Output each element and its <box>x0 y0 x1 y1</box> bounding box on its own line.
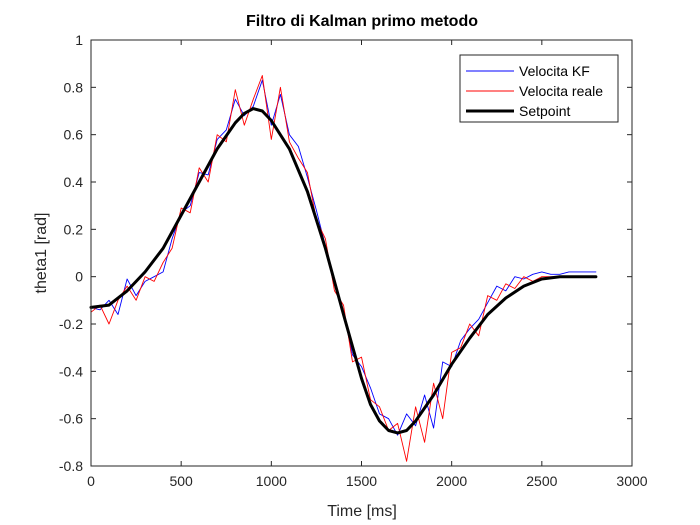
y-tick-label: 0.2 <box>64 221 84 237</box>
series-line-3 <box>89 107 598 435</box>
x-tick-label: 1000 <box>256 473 287 489</box>
y-tick-label: -0.4 <box>59 363 83 379</box>
y-tick-label: 0 <box>75 269 83 285</box>
y-tick-label: -0.8 <box>59 458 83 474</box>
legend-label: Setpoint <box>519 103 570 119</box>
series-line-2 <box>90 75 597 462</box>
x-axis: 0 500 1000 1500 2000 2500 3000 <box>87 40 648 489</box>
chart-title: Filtro di Kalman primo metodo <box>246 13 478 30</box>
x-axis-label: Time [ms] <box>327 503 397 520</box>
y-tick-label: 0.6 <box>64 127 84 143</box>
x-tick-label: 3000 <box>616 473 647 489</box>
y-tick-label: 0.4 <box>64 174 84 190</box>
y-tick-label: 0.8 <box>64 79 84 95</box>
x-tick-label: 1500 <box>346 473 377 489</box>
y-axis-label: theta1 [rad] <box>33 213 50 294</box>
legend-label: Velocita KF <box>519 63 590 79</box>
legend-label: Velocita reale <box>519 83 603 99</box>
x-tick-label: 2500 <box>526 473 557 489</box>
y-tick-label: 1 <box>75 32 83 48</box>
plot-lines <box>89 75 598 462</box>
x-tick-label: 500 <box>169 473 193 489</box>
y-axis: -0.8 -0.6 -0.4 -0.2 0 0.2 0.4 0.6 0.8 1 <box>59 32 632 474</box>
legend: Velocita KF Velocita reale Setpoint <box>459 54 619 123</box>
x-tick-label: 2000 <box>436 473 467 489</box>
x-tick-label: 0 <box>87 473 95 489</box>
y-tick-label: -0.6 <box>59 411 83 427</box>
y-tick-label: -0.2 <box>59 316 83 332</box>
